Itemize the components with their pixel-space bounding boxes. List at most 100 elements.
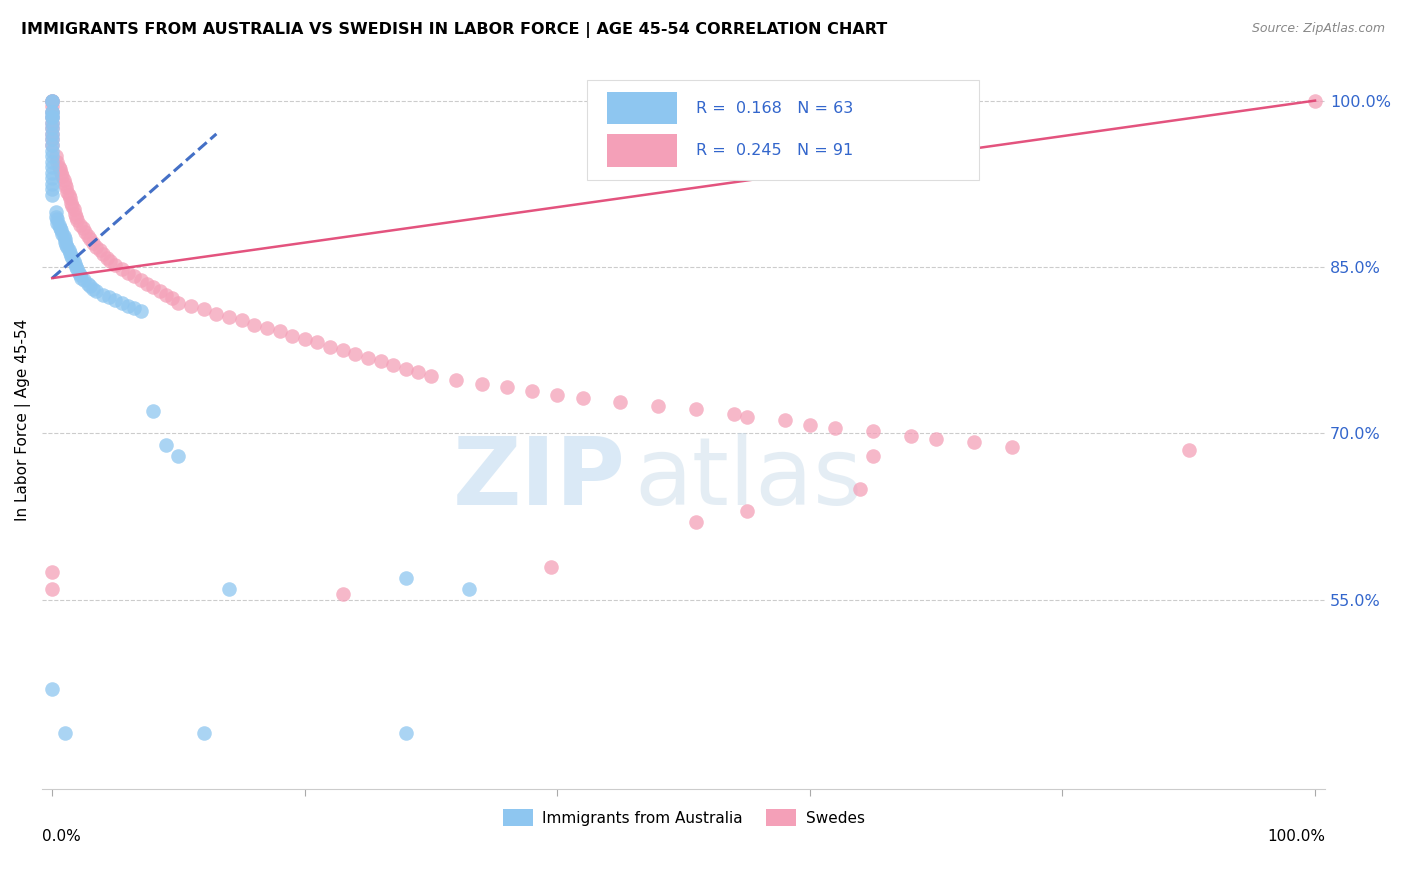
Point (218, 582, 240, 596)
Point (395, 362, 418, 376)
Point (332, 343, 354, 358)
Point (98, 254, 121, 268)
Point (862, 449, 884, 463)
Text: R =  0.245   N = 91: R = 0.245 N = 91 (696, 143, 853, 158)
Point (849, 482, 872, 496)
Point (609, 395, 631, 409)
Point (925, 432, 948, 446)
Point (111, 295, 134, 310)
FancyBboxPatch shape (588, 80, 979, 180)
Point (458, 582, 481, 596)
Point (41, 110, 63, 124)
Point (62, 254, 84, 268)
Point (540, 559, 562, 574)
Point (58, 244, 80, 258)
Point (72, 221, 94, 235)
Point (41, 121, 63, 136)
Point (231, 313, 253, 327)
Point (41, 110, 63, 124)
Point (135, 277, 157, 291)
Point (41, 99, 63, 113)
Point (420, 368, 443, 383)
Point (69, 218, 91, 232)
Text: Source: ZipAtlas.com: Source: ZipAtlas.com (1251, 22, 1385, 36)
FancyBboxPatch shape (606, 134, 678, 167)
Point (56, 185, 79, 199)
Point (55, 180, 77, 194)
Point (59, 191, 82, 205)
Point (58, 188, 80, 202)
Point (59, 245, 82, 260)
Point (142, 280, 165, 294)
Point (86, 285, 108, 299)
Point (63, 257, 86, 271)
Point (723, 407, 745, 421)
Point (41, 138, 63, 153)
Point (799, 417, 821, 432)
Point (41, 182, 63, 196)
Point (76, 277, 98, 291)
Legend: Immigrants from Australia, Swedes: Immigrants from Australia, Swedes (496, 803, 870, 832)
Text: ZIP: ZIP (453, 433, 626, 524)
Point (48, 160, 70, 174)
Point (167, 295, 190, 310)
Point (129, 273, 152, 287)
Y-axis label: In Labor Force | Age 45-54: In Labor Force | Age 45-54 (15, 318, 31, 521)
Point (332, 587, 354, 601)
Point (1303, 94, 1326, 108)
Point (41, 171, 63, 186)
Point (41, 104, 63, 119)
Point (824, 421, 846, 435)
Point (41, 116, 63, 130)
Point (52, 173, 75, 187)
Point (60, 195, 83, 210)
Point (160, 291, 183, 305)
Point (319, 340, 342, 354)
Point (41, 177, 63, 191)
Point (41, 132, 63, 146)
Point (963, 435, 986, 450)
Point (53, 232, 76, 246)
Point (41, 149, 63, 163)
Point (41, 94, 63, 108)
Point (60, 249, 83, 263)
Point (66, 213, 89, 227)
Point (243, 318, 266, 332)
Point (344, 346, 367, 360)
Point (446, 373, 468, 387)
Point (45, 210, 67, 224)
Point (357, 351, 380, 365)
Point (86, 240, 108, 254)
Point (41, 110, 63, 124)
Point (1001, 440, 1024, 454)
Point (520, 384, 543, 399)
Point (408, 366, 430, 380)
Point (142, 404, 165, 418)
Point (471, 376, 494, 391)
Point (41, 104, 63, 119)
Point (65, 260, 87, 274)
Point (62, 202, 84, 217)
Point (281, 329, 304, 343)
Point (41, 116, 63, 130)
Point (51, 169, 73, 183)
Point (117, 299, 139, 313)
Point (52, 229, 75, 244)
Point (685, 402, 707, 417)
Point (73, 225, 96, 239)
Point (148, 285, 170, 299)
Point (41, 188, 63, 202)
Text: 0.0%: 0.0% (42, 830, 82, 844)
Point (49, 162, 72, 177)
Point (49, 221, 72, 235)
Point (218, 310, 240, 324)
Point (41, 582, 63, 596)
Point (370, 354, 392, 368)
Point (41, 160, 63, 174)
Point (41, 132, 63, 146)
Point (41, 94, 63, 108)
Point (53, 177, 76, 191)
Point (685, 515, 707, 529)
Text: 100.0%: 100.0% (1267, 830, 1324, 844)
Point (155, 287, 177, 301)
